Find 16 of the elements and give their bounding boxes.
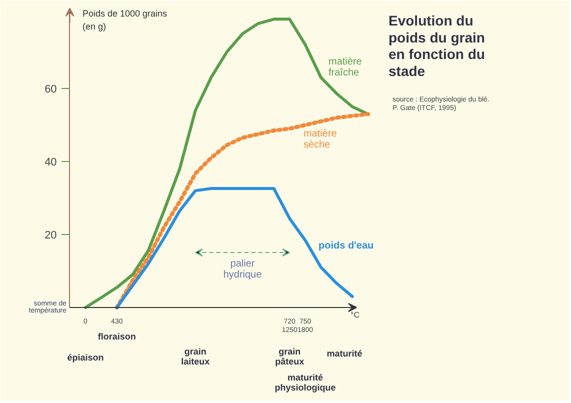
series-label: poids d'eau <box>318 240 374 252</box>
y-tick-label: 40 <box>44 156 57 168</box>
y-tick-label: 20 <box>44 230 57 242</box>
series-label: matière sèche <box>304 128 338 150</box>
text: épiaison <box>67 352 104 362</box>
text: maturité <box>326 348 362 358</box>
annotation: palier hydrique <box>223 258 262 280</box>
y-axis-title: Poids de 1000 grains (en g) <box>82 8 168 32</box>
text: maturité physiologique <box>274 372 336 392</box>
y-tick-label: 60 <box>44 84 57 96</box>
text: grain pâteux <box>275 346 304 366</box>
text: Evolution du poids du grain en fonction du stade <box>388 12 485 79</box>
x-axis-title: °C <box>350 310 360 320</box>
text: floraison <box>98 332 136 342</box>
series-label: matière fraîche <box>328 56 362 78</box>
text: grain laiteux <box>181 346 210 366</box>
